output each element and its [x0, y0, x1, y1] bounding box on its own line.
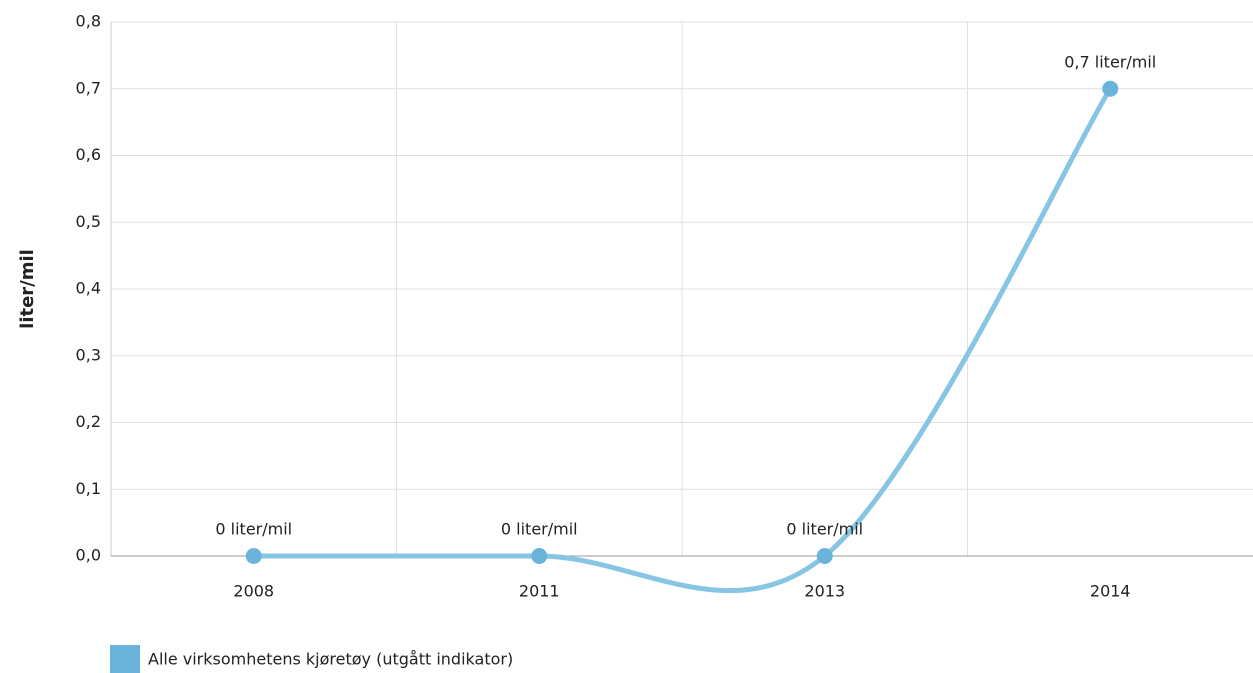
x-tick-label: 2013: [804, 582, 845, 601]
y-tick-label: 0,4: [76, 279, 101, 298]
data-label: 0 liter/mil: [786, 520, 863, 539]
series-line: [253, 87, 1113, 594]
legend-label: Alle virksomhetens kjøretøy (utgått indi…: [148, 650, 513, 669]
x-tick-label: 2014: [1090, 582, 1131, 601]
data-label: 0,7 liter/mil: [1064, 52, 1156, 71]
legend-swatch: [110, 645, 140, 673]
y-tick-label: 0,6: [76, 145, 101, 164]
x-tick-label: 2008: [233, 582, 274, 601]
point-marker: [245, 548, 262, 564]
y-tick-label: 0,5: [76, 212, 101, 231]
y-tick-label: 0,0: [76, 546, 101, 565]
y-tick-label: 0,8: [76, 12, 101, 31]
point-marker: [1102, 80, 1119, 97]
data-label: 0 liter/mil: [501, 520, 578, 539]
y-tick-label: 0,3: [76, 345, 101, 364]
y-tick-label: 0,7: [76, 78, 101, 97]
y-axis-label: liter/mil: [17, 249, 38, 329]
x-tick-label: 2011: [519, 582, 560, 601]
data-label: 0 liter/mil: [215, 520, 292, 539]
y-tick-label: 0,1: [76, 479, 101, 498]
point-marker: [531, 548, 548, 564]
point-marker: [816, 548, 833, 564]
y-tick-label: 0,2: [76, 412, 101, 431]
